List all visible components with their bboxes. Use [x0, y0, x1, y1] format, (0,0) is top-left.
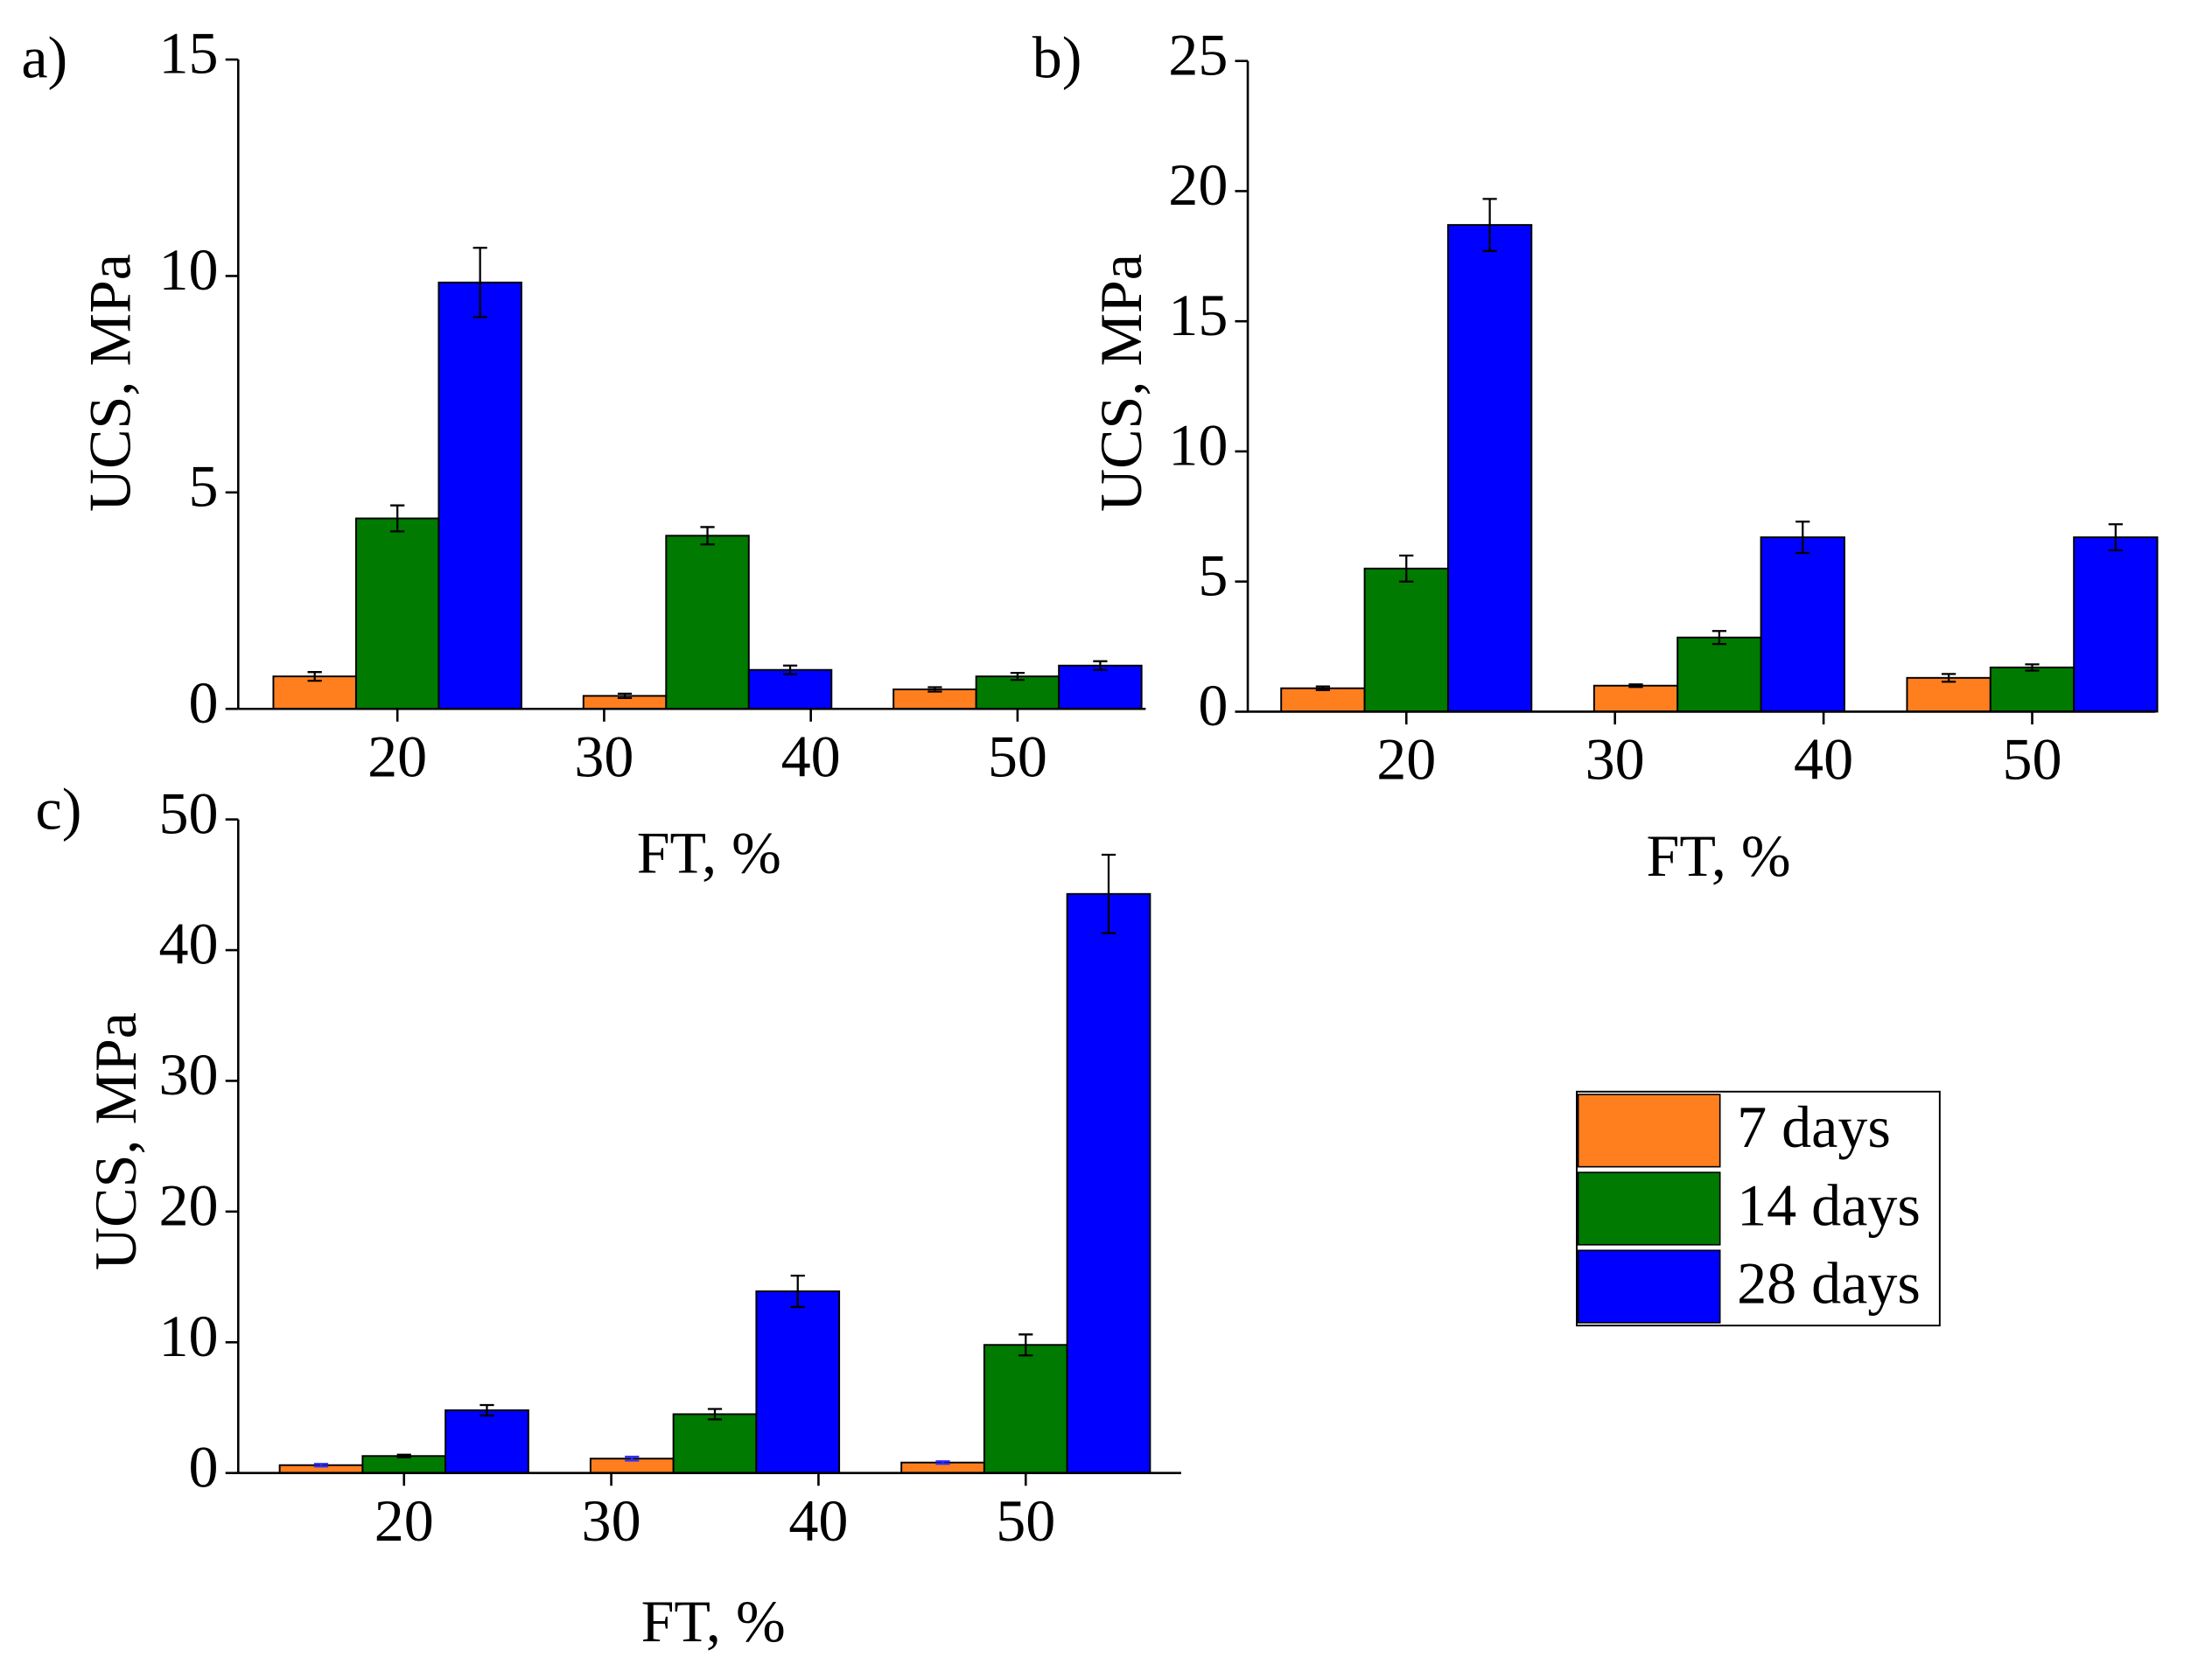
x-tick-label: 20 [368, 723, 427, 789]
error-bar [1796, 521, 1810, 555]
bar [444, 1409, 529, 1474]
bar [272, 675, 357, 710]
bar [1906, 676, 1992, 713]
y-tick-label: 0 [189, 669, 219, 736]
legend-swatch [1577, 1171, 1721, 1246]
panel-label: a) [21, 24, 67, 91]
y-tick-label: 5 [1198, 542, 1228, 608]
y-tick-label: 0 [189, 1433, 219, 1500]
legend-label: 28 days [1737, 1249, 1921, 1316]
error-bar [1399, 554, 1414, 583]
panel-label: b) [1032, 24, 1082, 91]
bar [1592, 684, 1679, 713]
y-tick-label: 10 [159, 236, 219, 303]
y-axis-label: UCS, MPa [82, 1012, 149, 1270]
x-tick-label: 40 [788, 1487, 848, 1554]
error-bar [2108, 523, 2123, 552]
y-tick-label: 10 [159, 1303, 219, 1369]
legend-label: 14 days [1737, 1171, 1921, 1238]
y-axis-label: UCS, MPa [77, 254, 144, 512]
panel-label: c) [36, 775, 82, 842]
bar [665, 535, 750, 710]
y-tick-label: 25 [1168, 21, 1228, 87]
x-tick-label: 20 [1376, 726, 1436, 793]
error-bar [1101, 853, 1116, 934]
y-tick-label: 15 [159, 20, 219, 87]
bar [1363, 567, 1449, 713]
error-bar [1628, 683, 1643, 689]
y-tick-label: 0 [1198, 672, 1228, 738]
bar [1676, 636, 1762, 713]
x-tick-label: 50 [988, 723, 1047, 789]
bar [1989, 666, 2076, 713]
bar [983, 1344, 1068, 1474]
x-tick-label: 30 [1586, 726, 1645, 793]
error-bar [935, 1460, 950, 1465]
x-tick-label: 50 [2002, 726, 2062, 793]
error-bar [700, 526, 715, 546]
bar [755, 1290, 841, 1474]
y-tick-label: 10 [1168, 412, 1228, 479]
error-bar [782, 664, 798, 675]
bar [975, 675, 1060, 710]
error-bar [1010, 672, 1026, 682]
bar [1280, 687, 1366, 713]
x-tick-label: 40 [1794, 726, 1853, 793]
bar [361, 1455, 447, 1474]
x-axis-label: FT, % [1647, 822, 1791, 889]
x-tick-label: 40 [781, 723, 841, 789]
y-tick-label: 40 [159, 911, 219, 977]
legend-swatch [1577, 1094, 1721, 1168]
x-tick-label: 30 [574, 723, 634, 789]
x-tick-label: 30 [582, 1487, 641, 1554]
x-axis-label: FT, % [637, 820, 781, 886]
error-bar [790, 1274, 805, 1309]
error-bar [1482, 198, 1497, 253]
bar [747, 668, 833, 710]
bar [1058, 664, 1143, 710]
bar [2073, 536, 2159, 713]
bar [1066, 892, 1152, 1474]
bar [1446, 224, 1533, 713]
error-bar [1315, 685, 1330, 691]
y-tick-label: 50 [159, 780, 219, 846]
y-tick-label: 20 [159, 1171, 219, 1238]
error-bar [1018, 1333, 1033, 1357]
legend-swatch [1577, 1249, 1721, 1324]
error-bar [480, 1403, 494, 1417]
legend: 7 days 14 days 28 days [1576, 1090, 1941, 1327]
error-bar [2025, 663, 2040, 672]
x-tick-label: 20 [374, 1487, 434, 1554]
error-bar [472, 247, 487, 318]
bar [354, 517, 440, 710]
x-axis-label: FT, % [641, 1588, 786, 1654]
error-bar [390, 504, 405, 533]
error-bar [928, 686, 942, 693]
error-bar [396, 1453, 411, 1458]
y-axis-label: UCS, MPa [1088, 254, 1154, 512]
x-tick-label: 50 [996, 1487, 1055, 1554]
bar [1760, 536, 1845, 713]
y-tick-label: 20 [1168, 151, 1228, 218]
error-bar [313, 1463, 329, 1468]
error-bar [1093, 660, 1108, 671]
error-bar [625, 1455, 640, 1462]
error-bar [617, 692, 633, 700]
y-tick-label: 15 [1168, 282, 1228, 348]
y-tick-label: 5 [189, 452, 219, 519]
legend-label: 7 days [1737, 1094, 1891, 1160]
error-bar [1942, 673, 1956, 683]
bar [438, 281, 522, 710]
error-bar [1712, 630, 1726, 646]
bar [672, 1413, 758, 1474]
error-bar [307, 671, 322, 682]
y-tick-label: 30 [159, 1041, 219, 1108]
error-bar [707, 1408, 723, 1421]
